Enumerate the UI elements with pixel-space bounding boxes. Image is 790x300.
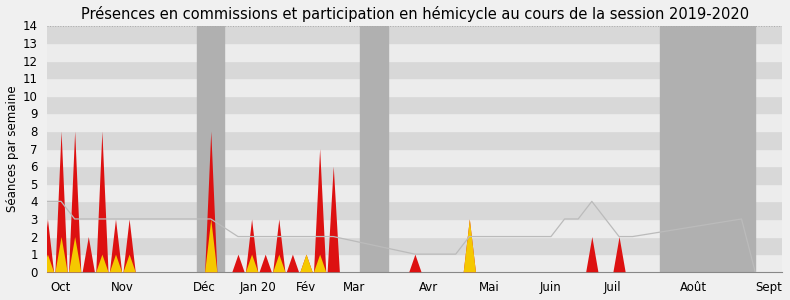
Bar [47, 43, 782, 61]
Bar [47, 78, 782, 96]
Bar [47, 166, 782, 184]
Bar [47, 184, 782, 201]
Bar [47, 201, 782, 219]
Bar [198, 26, 224, 272]
Bar [47, 96, 782, 113]
Bar [47, 61, 782, 78]
Bar [47, 148, 782, 166]
Bar [47, 26, 782, 43]
Bar [360, 26, 388, 272]
Bar [47, 254, 782, 272]
Bar [47, 131, 782, 148]
Title: Présences en commissions et participation en hémicycle au cours de la session 20: Présences en commissions et participatio… [81, 6, 749, 22]
Bar [47, 113, 782, 131]
Y-axis label: Séances par semaine: Séances par semaine [6, 85, 18, 212]
Bar [47, 236, 782, 254]
Bar [47, 219, 782, 236]
Bar [660, 26, 755, 272]
